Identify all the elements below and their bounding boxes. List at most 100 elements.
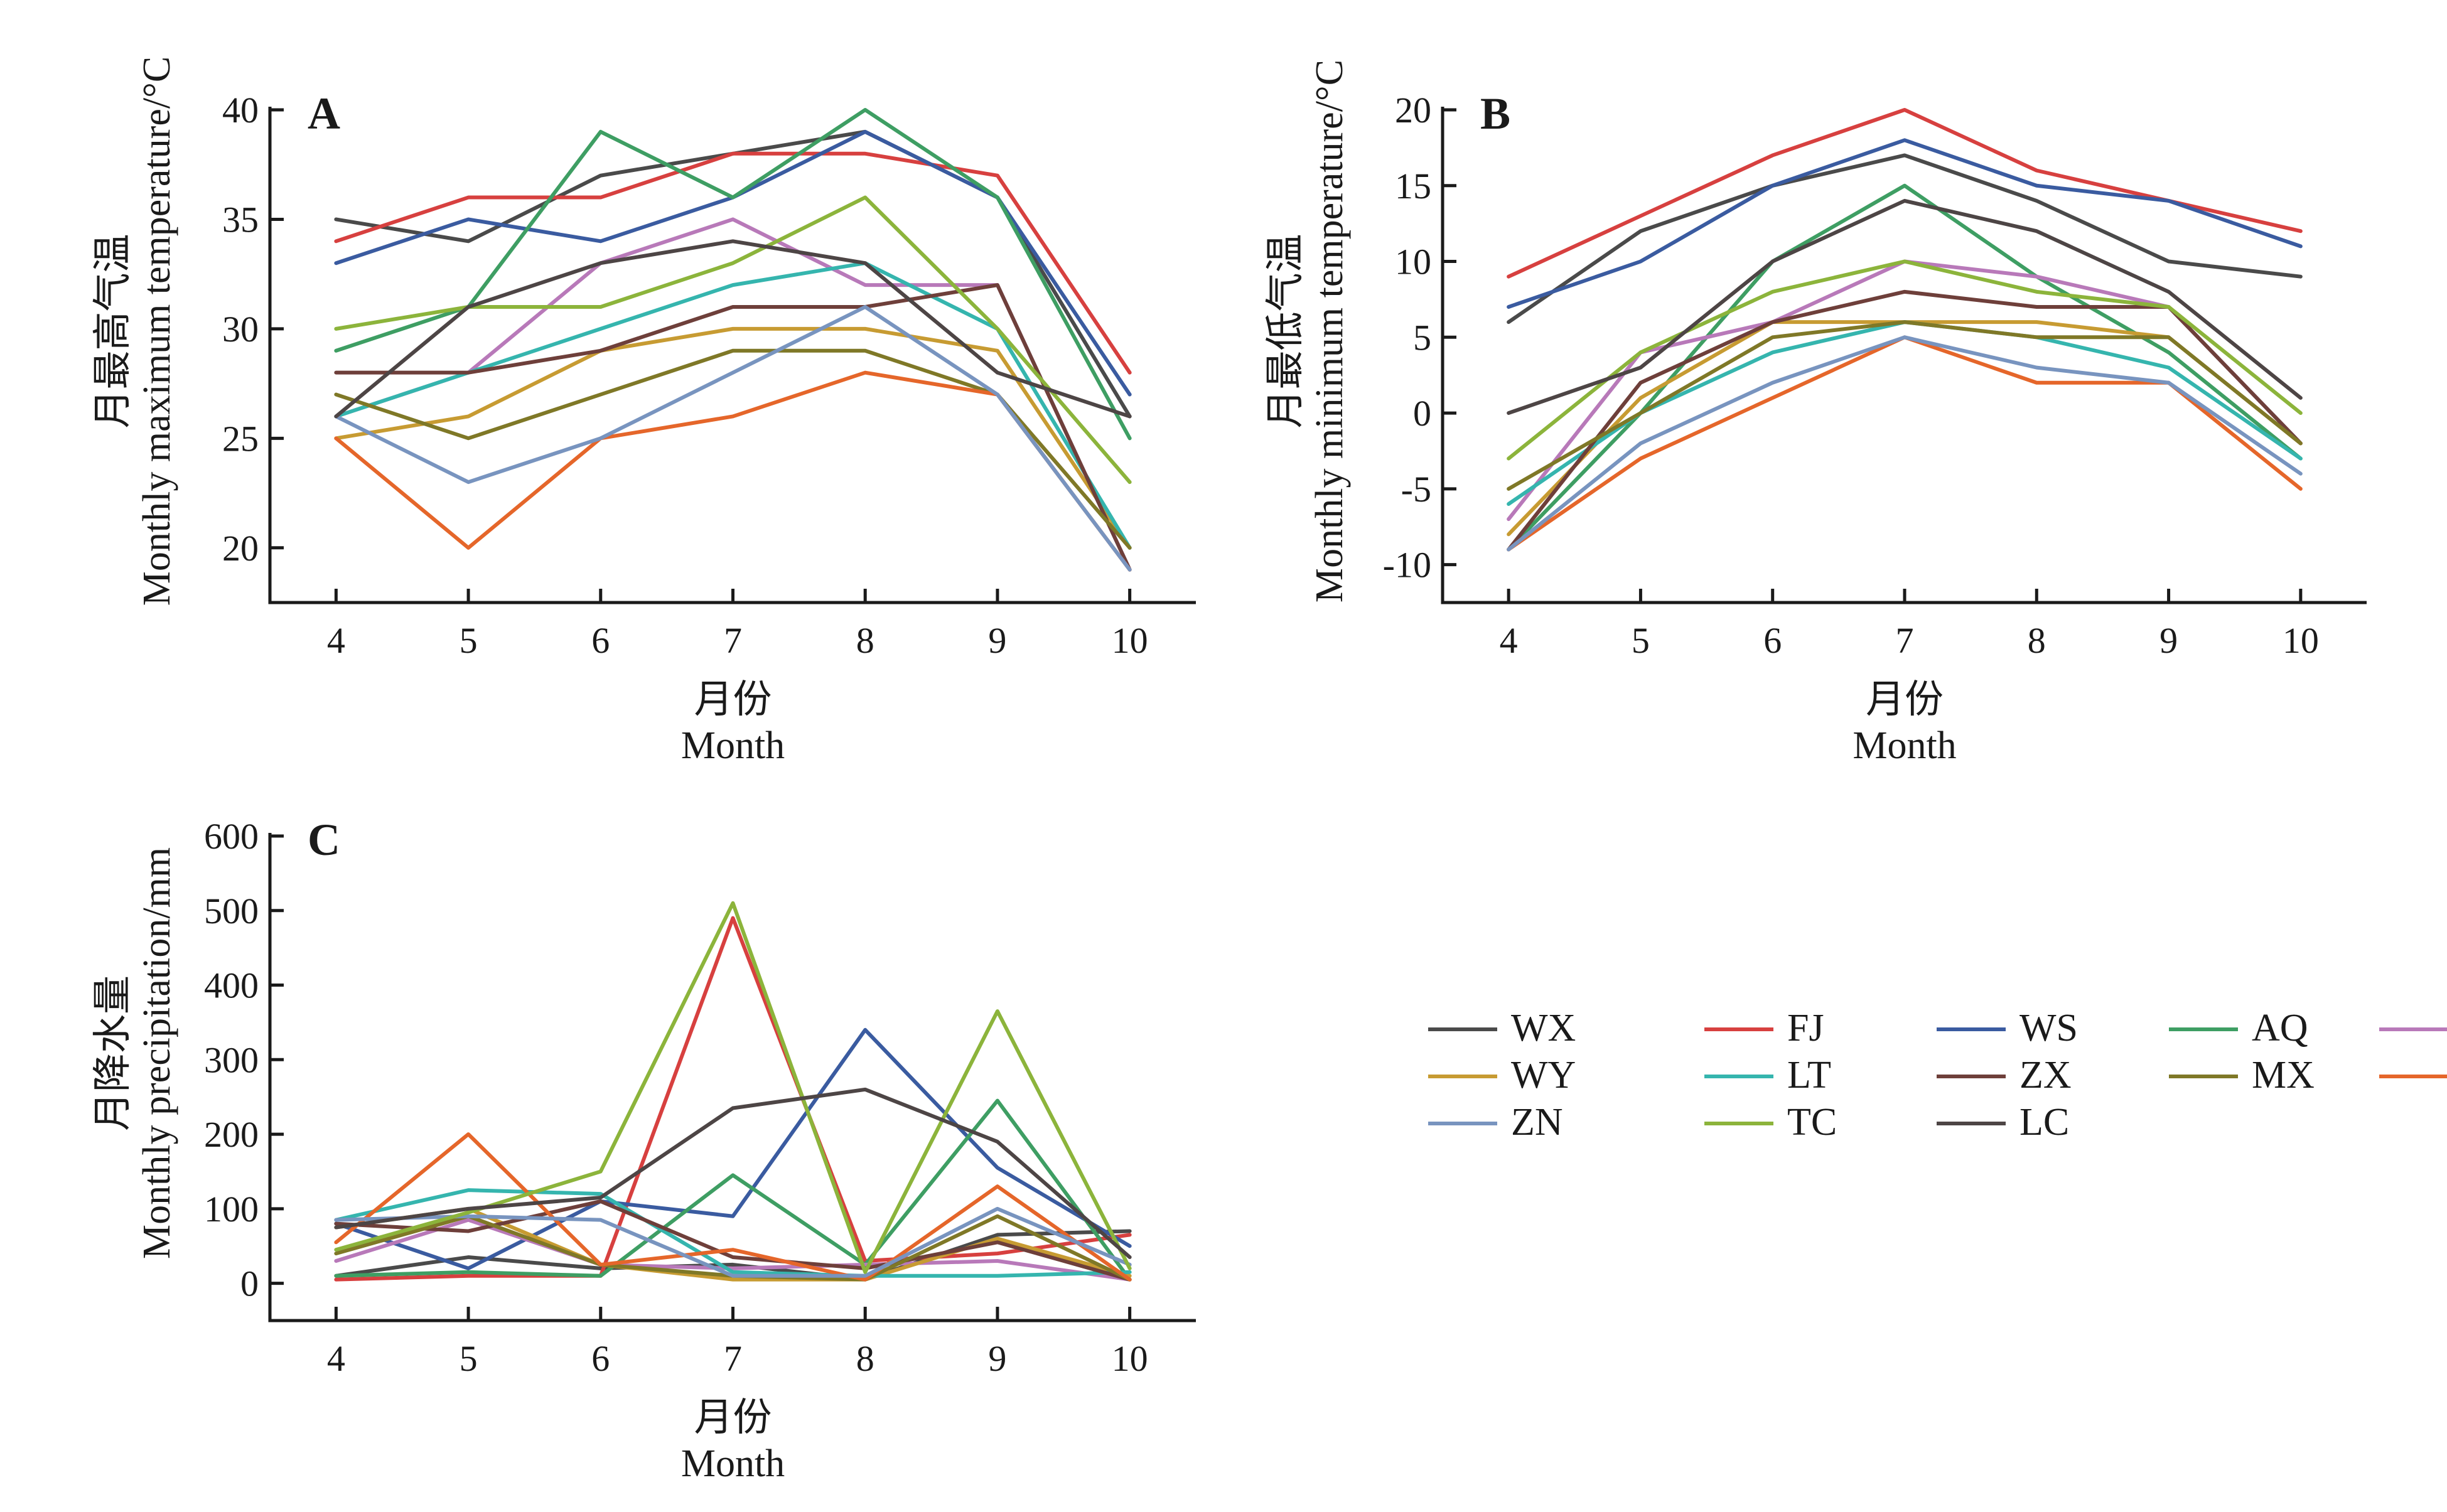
x-axis-title-en: Month <box>681 724 785 767</box>
series-line-lx <box>334 217 1132 572</box>
y-tick-label: 0 <box>1413 393 1431 434</box>
series-line-mx <box>1507 320 2303 491</box>
legend-label-ws: WS <box>2019 1007 2078 1049</box>
series-line-ws <box>334 1027 1132 1270</box>
panel-label: A <box>308 88 340 139</box>
y-tick-label: -10 <box>1383 545 1431 586</box>
series-line-aq <box>334 1098 1132 1282</box>
y-axis-title-en: Monthly maximum temperature/°C <box>136 56 178 606</box>
series-line-aq <box>334 108 1132 441</box>
series-line-wy <box>334 326 1132 550</box>
x-tick-label: 8 <box>856 620 874 661</box>
x-tick-label: 4 <box>327 620 345 661</box>
y-tick-label: 500 <box>204 891 259 931</box>
series-line-fj <box>334 151 1132 375</box>
x-tick-label: 6 <box>1763 620 1782 661</box>
x-tick-label: 9 <box>988 620 1006 661</box>
x-axis-title-cn: 月份 <box>694 1397 772 1439</box>
axis-lines <box>268 833 1196 1322</box>
series-line-lc <box>334 239 1132 419</box>
series-line-zx <box>334 1199 1132 1282</box>
x-tick-label: 10 <box>2283 620 2319 661</box>
y-tick-label: -5 <box>1401 469 1431 510</box>
series-line-fj <box>1507 108 2303 279</box>
x-tick-label: 10 <box>1112 620 1148 661</box>
x-axis-title-cn: 月份 <box>1866 678 1944 721</box>
series-line-mx <box>334 348 1132 550</box>
y-tick-label: 35 <box>222 199 259 240</box>
x-tick-label: 5 <box>460 620 478 661</box>
y-axis-title-en: Monthly minimum temperature/°C <box>1308 60 1351 603</box>
legend-label-zn: ZN <box>1511 1101 1563 1144</box>
x-tick-label: 4 <box>1500 620 1518 661</box>
series-line-lc <box>334 1087 1132 1260</box>
series-line-fj <box>334 916 1132 1282</box>
legend-label-wx: WX <box>1511 1007 1576 1049</box>
x-tick-label: 6 <box>591 1338 610 1379</box>
x-tick-label: 10 <box>1112 1338 1148 1379</box>
x-tick-label: 8 <box>856 1338 874 1379</box>
series-line-tc <box>334 901 1132 1274</box>
y-tick-label: 30 <box>222 309 259 350</box>
axis-lines <box>1441 107 2367 604</box>
y-axis-title-cn: 月降水量 <box>92 975 134 1131</box>
y-tick-label: 20 <box>1395 90 1431 131</box>
y-tick-label: 15 <box>1395 166 1431 206</box>
legend-label-wy: WY <box>1511 1054 1576 1096</box>
series-line-lt <box>334 1188 1132 1278</box>
series-line-wx <box>1507 153 2303 324</box>
series-line-zx <box>334 283 1132 572</box>
y-tick-label: 100 <box>204 1189 259 1230</box>
x-tick-label: 8 <box>2028 620 2046 661</box>
x-tick-label: 9 <box>2159 620 2178 661</box>
y-axis-title-cn: 月最低气温 <box>1264 233 1307 428</box>
x-tick-label: 7 <box>1896 620 1914 661</box>
panel-label: B <box>1480 88 1510 139</box>
series-line-wx <box>334 1229 1132 1282</box>
series-line-gnlt <box>334 1132 1132 1282</box>
series-line-lx <box>334 1218 1132 1282</box>
series-line-zn <box>334 305 1132 572</box>
x-tick-label: 5 <box>460 1338 478 1379</box>
legend-label-zx: ZX <box>2019 1054 2072 1096</box>
legend: WXFJWSAQLXWYLTZXMXGNLTZNTCLC <box>1428 1007 2447 1144</box>
x-tick-label: 4 <box>327 1338 345 1379</box>
x-axis-title-cn: 月份 <box>694 678 772 721</box>
legend-label-aq: AQ <box>2252 1007 2308 1049</box>
legend-label-mx: MX <box>2252 1054 2315 1096</box>
y-tick-label: 300 <box>204 1039 259 1080</box>
legend-label-lt: LT <box>1787 1054 1831 1096</box>
x-tick-label: 7 <box>724 1338 742 1379</box>
series-line-ws <box>1507 138 2303 309</box>
series-line-tc <box>1507 259 2303 461</box>
legend-label-tc: TC <box>1787 1101 1837 1144</box>
y-axis-title-en: Monthly precipitation/mm <box>136 847 178 1259</box>
y-tick-label: 40 <box>222 90 259 131</box>
y-axis-title-cn: 月最高气温 <box>92 233 134 428</box>
panel-label: C <box>308 815 340 865</box>
y-tick-label: 400 <box>204 965 259 1006</box>
series-line-gnlt <box>334 370 1132 572</box>
x-axis-title-en: Month <box>1853 724 1956 767</box>
y-tick-label: 0 <box>240 1263 259 1304</box>
series-line-zn <box>334 1206 1132 1278</box>
y-tick-label: 20 <box>222 528 259 569</box>
x-tick-label: 9 <box>988 1338 1006 1379</box>
x-tick-label: 7 <box>724 620 742 661</box>
y-tick-label: 25 <box>222 418 259 459</box>
legend-label-lc: LC <box>2019 1101 2069 1144</box>
x-tick-label: 5 <box>1632 620 1650 661</box>
y-tick-label: 200 <box>204 1114 259 1155</box>
x-tick-label: 6 <box>591 620 610 661</box>
series-line-zn <box>1507 335 2303 552</box>
axis-lines <box>268 107 1196 604</box>
series-line-lc <box>1507 198 2303 416</box>
y-tick-label: 600 <box>204 816 259 857</box>
legend-label-fj: FJ <box>1787 1007 1824 1049</box>
x-axis-title-en: Month <box>681 1442 785 1485</box>
y-tick-label: 10 <box>1395 242 1431 282</box>
